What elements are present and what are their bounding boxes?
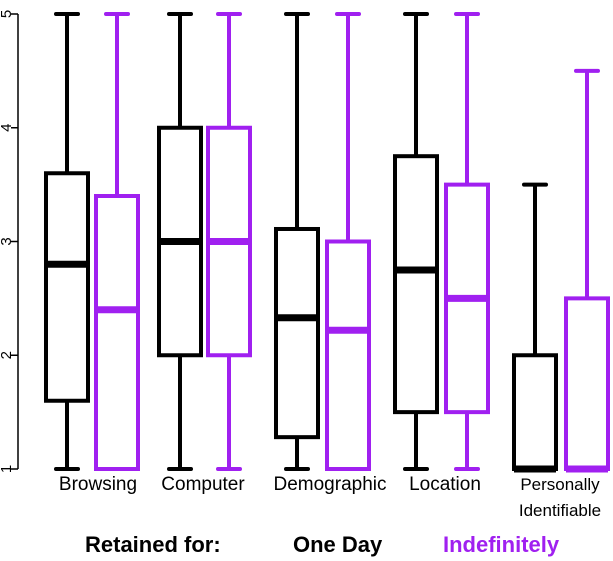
legend-title: Retained for: (85, 532, 221, 557)
box-personally-identifiable-indefinitely (564, 68, 610, 473)
box-browsing-one-day (44, 12, 90, 471)
iqr-box (44, 171, 90, 403)
iqr-box (564, 296, 610, 471)
box-personally-identifiable-one-day (512, 182, 558, 473)
box-browsing-indefinitely (94, 12, 140, 471)
y-tick-label: 1 (0, 465, 15, 473)
y-tick-label: 5 (0, 10, 15, 18)
legend: Retained for: One Day Indefinitely (85, 532, 560, 557)
y-tick-label: 4 (0, 124, 15, 132)
category-label: Browsing (59, 474, 137, 495)
category-label: Demographic (274, 474, 387, 495)
box-location-one-day (393, 12, 439, 471)
box-demographic-one-day (274, 12, 320, 471)
iqr-box (325, 239, 371, 471)
category-label: Personally (520, 475, 600, 494)
iqr-box (512, 353, 558, 471)
y-tick-label: 2 (0, 351, 15, 359)
box-computer-one-day (157, 12, 203, 471)
legend-item-indefinitely: Indefinitely (443, 532, 560, 557)
box-demographic-indefinitely (325, 12, 371, 471)
category-label: Computer (161, 474, 245, 495)
category-label: Location (409, 474, 481, 495)
category-label: Identifiable (519, 501, 601, 520)
box-groups (44, 12, 610, 473)
iqr-box (274, 226, 320, 440)
y-axis: 1 2 3 4 5 (0, 10, 19, 473)
category-labels: Browsing Computer Demographic Location Perso… (59, 474, 601, 520)
box-computer-indefinitely (206, 12, 252, 471)
legend-item-one-day: One Day (293, 532, 383, 557)
y-tick-label: 3 (0, 237, 15, 245)
iqr-box (393, 154, 439, 415)
iqr-box (94, 194, 140, 471)
box-location-indefinitely (444, 12, 490, 471)
